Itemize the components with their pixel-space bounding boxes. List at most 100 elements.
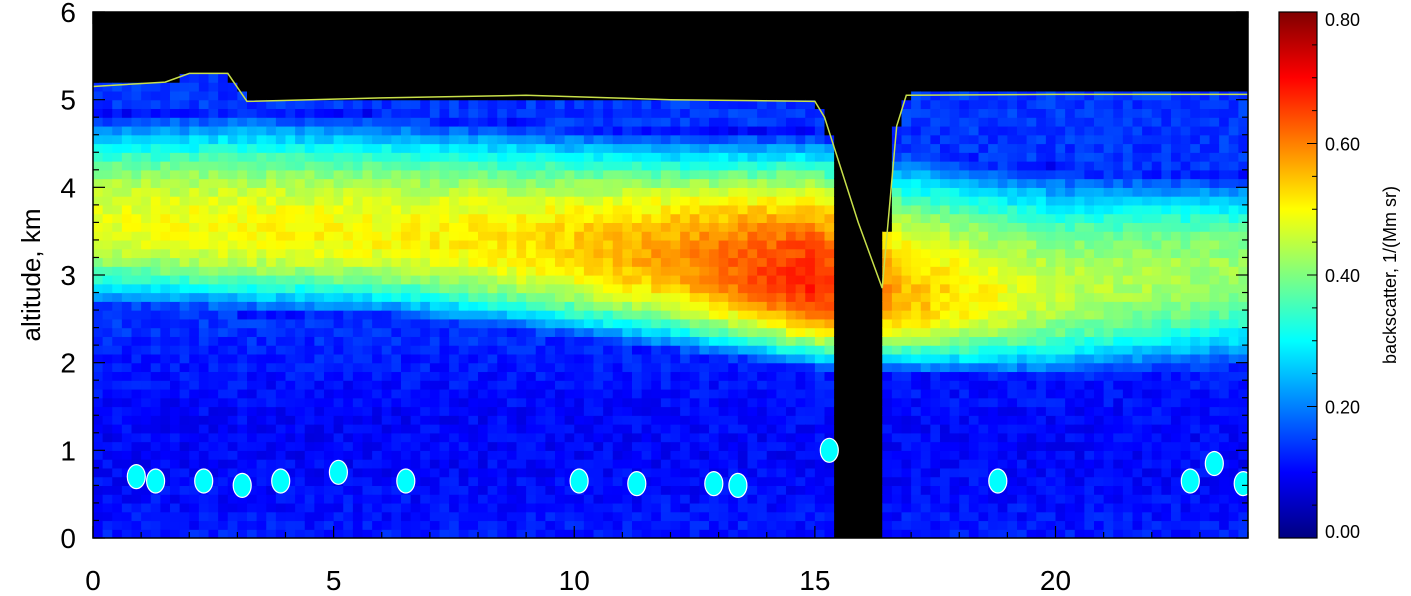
heat-cell <box>324 99 335 110</box>
heat-cell <box>93 29 104 39</box>
heat-cell <box>757 529 768 538</box>
heat-cell <box>603 450 614 460</box>
heat-cell <box>699 187 710 197</box>
heat-cell <box>449 406 460 416</box>
heat-cell <box>824 222 835 232</box>
heat-cell <box>728 125 739 136</box>
heat-cell <box>141 336 152 346</box>
heat-cell <box>622 161 633 171</box>
heat-cell <box>275 494 287 504</box>
heat-cell <box>208 248 219 259</box>
heat-cell <box>805 143 816 153</box>
heat-cell <box>766 73 777 83</box>
heat-cell <box>651 73 662 83</box>
heat-cell <box>410 345 421 355</box>
heat-cell <box>333 73 344 83</box>
heat-cell <box>872 362 883 373</box>
heat-cell <box>410 450 421 460</box>
heat-cell <box>381 485 392 495</box>
heat-cell <box>680 511 691 522</box>
heat-cell <box>372 292 383 302</box>
heat-cell <box>670 196 681 206</box>
heat-cell <box>699 511 710 522</box>
heat-cell <box>391 301 402 311</box>
heat-cell <box>458 47 469 57</box>
heat-cell <box>141 196 152 206</box>
heat-cell <box>574 336 585 346</box>
heat-cell <box>670 161 681 171</box>
heat-cell <box>208 169 219 180</box>
heat-cell <box>863 55 874 66</box>
heat-cell <box>401 231 412 241</box>
heat-cell <box>160 178 171 188</box>
heat-cell <box>680 213 691 223</box>
heat-cell <box>651 169 662 180</box>
heat-cell <box>680 20 691 31</box>
heat-cell <box>362 73 373 83</box>
heat-cell <box>583 117 595 127</box>
heat-cell <box>526 424 537 434</box>
heat-cell <box>805 415 816 425</box>
heat-cell <box>891 502 903 513</box>
heat-cell <box>718 424 729 434</box>
heat-cell <box>872 424 883 434</box>
heat-cell <box>285 82 296 92</box>
heat-cell <box>593 204 604 215</box>
heat-cell <box>786 345 797 355</box>
heat-cell <box>747 108 758 118</box>
heat-cell <box>112 529 123 538</box>
heat-cell <box>304 99 315 110</box>
heat-cell <box>824 266 835 276</box>
heat-cell <box>121 125 133 136</box>
heat-cell <box>324 283 335 294</box>
heat-cell <box>247 388 258 399</box>
heat-cell <box>93 196 104 206</box>
heat-cell <box>208 459 219 469</box>
heat-cell <box>429 187 441 197</box>
heat-cell <box>728 178 739 188</box>
heat-cell <box>487 310 498 320</box>
heat-cell <box>670 12 681 22</box>
heat-cell <box>449 82 460 92</box>
heat-cell <box>651 99 662 110</box>
heat-cell <box>429 353 441 364</box>
heat-cell <box>333 99 344 110</box>
heat-cell <box>891 494 903 504</box>
heat-cell <box>198 388 210 399</box>
heat-cell <box>478 494 489 504</box>
heat-cell <box>516 415 527 425</box>
heat-cell <box>622 248 633 259</box>
heat-cell <box>882 450 893 460</box>
heat-cell <box>593 231 604 241</box>
heat-cell <box>468 257 479 267</box>
heat-cell <box>516 82 527 92</box>
heat-cell <box>863 125 874 136</box>
heat-cell <box>198 108 210 118</box>
heat-cell <box>343 476 354 486</box>
heat-cell <box>410 441 421 451</box>
heat-cell <box>381 520 392 530</box>
heat-cell <box>410 134 421 145</box>
heat-cell <box>506 257 518 267</box>
heat-cell <box>352 388 364 399</box>
heat-cell <box>266 494 277 504</box>
heat-cell <box>872 502 883 513</box>
heat-cell <box>516 441 527 451</box>
heat-cell <box>198 336 210 346</box>
heat-cell <box>439 301 450 311</box>
heat-cell <box>121 432 133 443</box>
heat-cell <box>237 99 248 110</box>
heat-cell <box>381 143 392 153</box>
heat-cell <box>545 406 556 416</box>
heat-cell <box>834 380 845 390</box>
heat-cell <box>372 441 383 451</box>
heat-cell <box>208 47 219 57</box>
heat-cell <box>632 222 643 232</box>
heat-cell <box>545 345 556 355</box>
heat-cell <box>506 55 518 66</box>
heat-cell <box>381 73 392 83</box>
heat-cell <box>834 388 845 399</box>
heat-cell <box>612 336 623 346</box>
heat-cell <box>516 213 527 223</box>
heat-cell <box>198 275 210 285</box>
